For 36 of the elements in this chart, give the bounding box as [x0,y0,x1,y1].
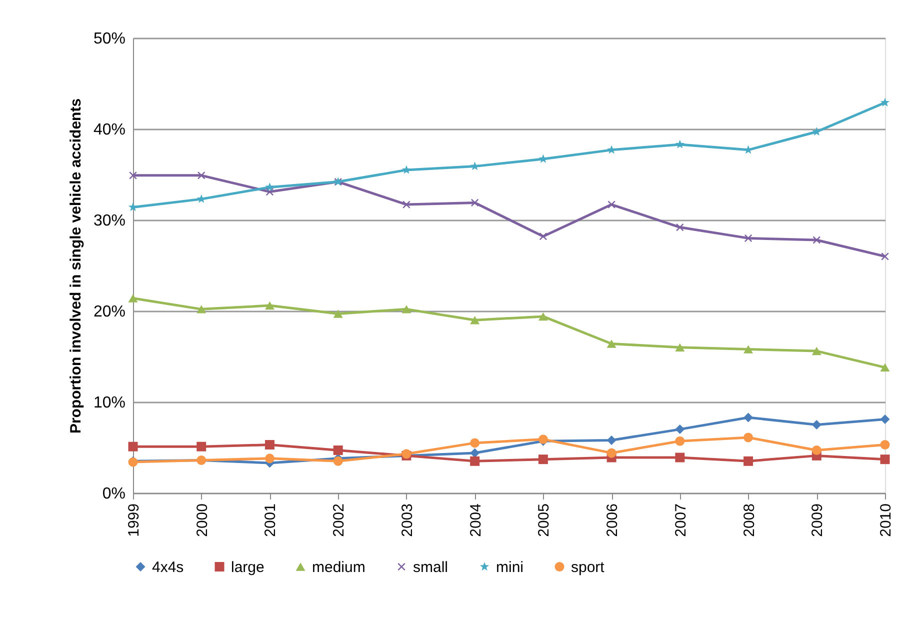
y-tick-label: 40% [93,122,126,138]
y-tick-label: 50% [93,30,126,48]
point [744,432,754,442]
y-tick-label: 10% [93,394,126,412]
x-tick-label: 2000 [194,504,211,537]
y-tick-label: 0% [102,486,126,502]
point [264,301,274,310]
x-tick-label: 2002 [330,504,348,537]
point [880,440,890,450]
point [264,440,274,450]
point [812,445,822,455]
x-tick-label: 2005 [536,504,553,537]
x-tick-label: 2008 [740,504,758,537]
x-tick-label: 2010 [878,504,894,537]
point [265,182,274,192]
y-axis-title: Proportion involved in single vehicle accidents [67,98,84,434]
legend-label: mini [496,558,524,576]
x-tick-label: 2004 [467,504,484,537]
x-tick-label: 2006 [604,504,622,537]
x-tick-label: 2007 [672,504,690,537]
legend-label: sport [571,558,606,576]
point [333,445,343,455]
legend-label: medium [312,558,366,576]
point [744,345,754,354]
y-tick-label: 20% [93,304,126,320]
point [744,456,754,466]
point [264,454,274,464]
x-tick-label: 1999 [126,504,142,537]
x-tick-label: 2003 [398,504,416,537]
x-tick-label: 2001 [262,504,280,537]
legend-label: large [231,558,264,576]
legend-label: small [413,558,448,576]
y-tick-label: 30% [93,212,126,230]
legend-label: 4x4s [152,558,184,576]
point [744,412,754,422]
x-tick-label: 2009 [809,504,826,537]
